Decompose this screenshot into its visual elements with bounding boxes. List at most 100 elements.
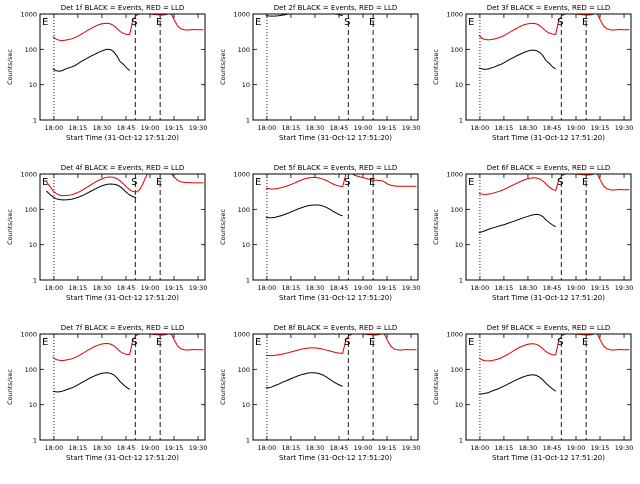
chart-panel-5: Det 5f BLACK = Events, RED = LLD 1 10 100 10… bbox=[219, 164, 420, 302]
x-tick-label: 18:00 bbox=[258, 284, 277, 292]
x-tick-label: 18:45 bbox=[543, 284, 562, 292]
y-tick-label: 1 bbox=[33, 277, 37, 285]
marker-label-s: S bbox=[344, 177, 350, 188]
y-axis-label: Counts/sec bbox=[432, 369, 440, 405]
y-tick-label: 10 bbox=[29, 401, 37, 409]
y-tick-label: 10 bbox=[455, 241, 463, 249]
x-tick-label: 18:45 bbox=[330, 444, 349, 452]
chart-panel-7: Det 7f BLACK = Events, RED = LLD 1 10 100 10… bbox=[6, 324, 207, 462]
x-tick-label: 18:30 bbox=[519, 444, 538, 452]
events-series-line bbox=[478, 49, 556, 70]
corner-label: E bbox=[42, 337, 48, 348]
y-tick-label: 1 bbox=[33, 437, 37, 445]
marker-label-s: S bbox=[131, 177, 137, 188]
y-axis-label: Counts/sec bbox=[432, 209, 440, 245]
x-tick-label: 18:30 bbox=[93, 444, 112, 452]
x-tick-label: 18:30 bbox=[93, 284, 112, 292]
x-tick-label: 18:30 bbox=[519, 284, 538, 292]
x-axis-label: Start Time (31-Oct-12 17:51:20) bbox=[279, 294, 392, 302]
x-axis-label: Start Time (31-Oct-12 17:51:20) bbox=[279, 134, 392, 142]
chart-title: Det 4f BLACK = Events, RED = LLD bbox=[61, 164, 184, 172]
x-tick-label: 18:30 bbox=[519, 124, 538, 132]
chart-title: Det 8f BLACK = Events, RED = LLD bbox=[274, 324, 397, 332]
marker-label-e: E bbox=[582, 17, 588, 28]
y-tick-label: 100 bbox=[25, 206, 37, 214]
corner-label: E bbox=[255, 337, 261, 348]
x-tick-label: 19:30 bbox=[615, 284, 634, 292]
x-tick-label: 18:00 bbox=[258, 124, 277, 132]
y-tick-label: 100 bbox=[25, 46, 37, 54]
lld-series-line bbox=[52, 334, 204, 362]
x-tick-label: 18:00 bbox=[45, 124, 64, 132]
x-tick-label: 19:15 bbox=[591, 124, 610, 132]
y-axis-label: Counts/sec bbox=[6, 49, 14, 85]
y-tick-label: 100 bbox=[451, 206, 463, 214]
y-tick-label: 10 bbox=[455, 81, 463, 89]
events-series-line bbox=[52, 372, 130, 393]
plot-area bbox=[478, 14, 630, 120]
plot-area bbox=[52, 14, 204, 120]
x-tick-label: 19:15 bbox=[378, 124, 397, 132]
x-tick-label: 19:00 bbox=[354, 444, 373, 452]
marker-label-e: E bbox=[369, 17, 375, 28]
chart-title: Det 6f BLACK = Events, RED = LLD bbox=[487, 164, 610, 172]
y-axis-label: Counts/sec bbox=[432, 49, 440, 85]
x-axis-label: Start Time (31-Oct-12 17:51:20) bbox=[66, 134, 179, 142]
marker-label-s: S bbox=[131, 17, 137, 28]
x-tick-label: 18:30 bbox=[306, 124, 325, 132]
y-tick-label: 1000 bbox=[20, 331, 37, 339]
plot-area bbox=[265, 174, 417, 280]
x-tick-label: 18:15 bbox=[69, 124, 88, 132]
x-tick-label: 18:15 bbox=[282, 284, 301, 292]
y-axis-label: Counts/sec bbox=[6, 369, 14, 405]
lld-series-line bbox=[265, 334, 417, 357]
y-tick-label: 100 bbox=[451, 366, 463, 374]
chart-title: Det 7f BLACK = Events, RED = LLD bbox=[61, 324, 184, 332]
x-tick-label: 19:15 bbox=[165, 284, 184, 292]
y-tick-label: 100 bbox=[238, 366, 250, 374]
chart-title: Det 3f BLACK = Events, RED = LLD bbox=[487, 4, 610, 12]
y-tick-label: 1 bbox=[246, 277, 250, 285]
x-tick-label: 19:30 bbox=[402, 124, 421, 132]
marker-label-s: S bbox=[557, 17, 563, 28]
x-tick-label: 19:15 bbox=[165, 124, 184, 132]
x-tick-label: 19:30 bbox=[402, 284, 421, 292]
x-tick-label: 19:00 bbox=[141, 124, 160, 132]
chart-panel-3: Det 3f BLACK = Events, RED = LLD 1 10 100 10… bbox=[432, 4, 633, 142]
chart-panel-9: Det 9f BLACK = Events, RED = LLD 1 10 100 10… bbox=[432, 324, 633, 462]
chart-title: Det 5f BLACK = Events, RED = LLD bbox=[274, 164, 397, 172]
y-tick-label: 1000 bbox=[446, 171, 463, 179]
corner-label: E bbox=[468, 17, 474, 28]
chart-title: Det 2f BLACK = Events, RED = LLD bbox=[274, 4, 397, 12]
plot-area bbox=[478, 334, 630, 440]
x-tick-label: 18:15 bbox=[495, 124, 514, 132]
x-tick-label: 18:45 bbox=[117, 444, 136, 452]
y-axis-label: Counts/sec bbox=[219, 209, 227, 245]
x-tick-label: 19:00 bbox=[141, 444, 160, 452]
y-tick-label: 10 bbox=[29, 81, 37, 89]
chart-panel-1: Det 1f BLACK = Events, RED = LLD 1 10 100 10… bbox=[6, 4, 207, 142]
x-tick-label: 19:00 bbox=[354, 124, 373, 132]
chart-panel-4: Det 4f BLACK = Events, RED = LLD 1 10 100 10… bbox=[6, 164, 207, 302]
plot-area bbox=[265, 334, 417, 440]
x-tick-label: 19:30 bbox=[402, 444, 421, 452]
y-tick-label: 1000 bbox=[446, 11, 463, 19]
marker-label-s: S bbox=[344, 337, 350, 348]
marker-label-s: S bbox=[557, 337, 563, 348]
corner-label: E bbox=[255, 177, 261, 188]
marker-label-e: E bbox=[582, 337, 588, 348]
chart-panel-8: Det 8f BLACK = Events, RED = LLD 1 10 100 10… bbox=[219, 324, 420, 462]
marker-label-s: S bbox=[344, 17, 350, 28]
y-tick-label: 1000 bbox=[20, 171, 37, 179]
x-tick-label: 18:45 bbox=[330, 284, 349, 292]
x-tick-label: 18:00 bbox=[258, 444, 277, 452]
x-tick-label: 19:15 bbox=[591, 444, 610, 452]
plot-frame bbox=[39, 173, 206, 281]
chart-panel-2: Det 2f BLACK = Events, RED = LLD 1 10 100 10… bbox=[219, 4, 421, 142]
x-tick-label: 18:00 bbox=[471, 124, 490, 132]
chart-title: Det 1f BLACK = Events, RED = LLD bbox=[61, 4, 184, 12]
y-tick-label: 10 bbox=[242, 241, 250, 249]
x-axis-label: Start Time (31-Oct-12 17:51:20) bbox=[66, 454, 179, 462]
marker-label-s: S bbox=[131, 337, 137, 348]
y-tick-label: 10 bbox=[455, 401, 463, 409]
